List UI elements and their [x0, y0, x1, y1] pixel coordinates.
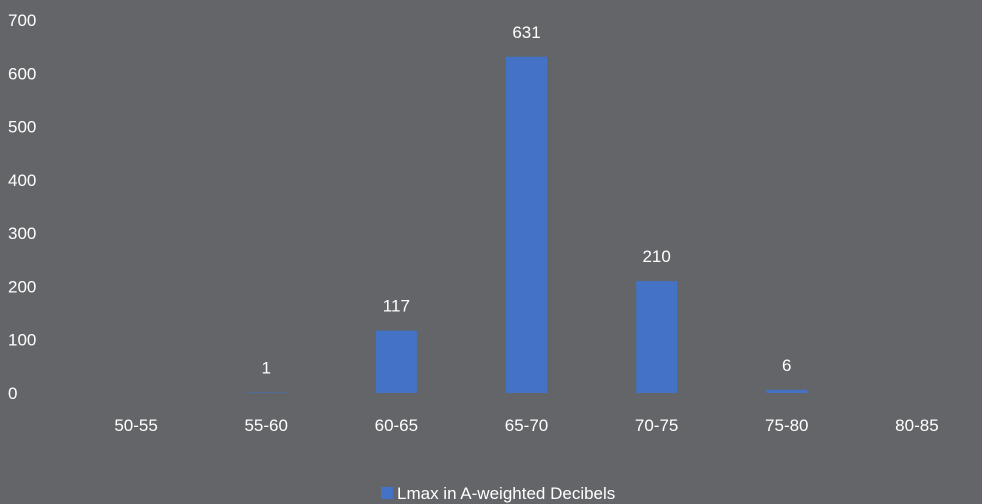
data-label: 210	[642, 247, 670, 266]
data-labels: 1 117 631 210 6	[261, 23, 791, 378]
bar	[636, 281, 678, 393]
x-tick-label: 80-85	[895, 416, 938, 435]
bars	[245, 56, 808, 393]
x-tick-label: 50-55	[114, 416, 157, 435]
x-tick-label: 75-80	[765, 416, 808, 435]
y-tick-label: 700	[8, 11, 36, 30]
x-axis: 50-55 55-60 60-65 65-70 70-75 75-80 80-85	[114, 416, 938, 435]
y-tick-label: 300	[8, 224, 36, 243]
y-axis: 0 100 200 300 400 500 600 700	[8, 11, 36, 403]
bar	[375, 330, 417, 393]
data-label: 631	[512, 23, 540, 42]
x-tick-label: 70-75	[635, 416, 678, 435]
y-tick-label: 0	[8, 384, 17, 403]
y-tick-label: 600	[8, 64, 36, 83]
y-tick-label: 200	[8, 277, 36, 296]
legend: Lmax in A-weighted Decibels	[381, 484, 615, 503]
bar	[245, 392, 287, 393]
data-label: 117	[383, 297, 410, 316]
data-label: 1	[261, 358, 270, 377]
y-tick-label: 400	[8, 171, 36, 190]
legend-swatch	[381, 487, 393, 499]
bar	[766, 389, 808, 393]
legend-label: Lmax in A-weighted Decibels	[397, 484, 615, 503]
y-tick-label: 100	[8, 331, 36, 350]
data-label: 6	[782, 356, 791, 375]
x-tick-label: 60-65	[375, 416, 418, 435]
x-tick-label: 65-70	[505, 416, 548, 435]
x-tick-label: 55-60	[244, 416, 287, 435]
y-tick-label: 500	[8, 118, 36, 137]
bar	[506, 56, 547, 393]
